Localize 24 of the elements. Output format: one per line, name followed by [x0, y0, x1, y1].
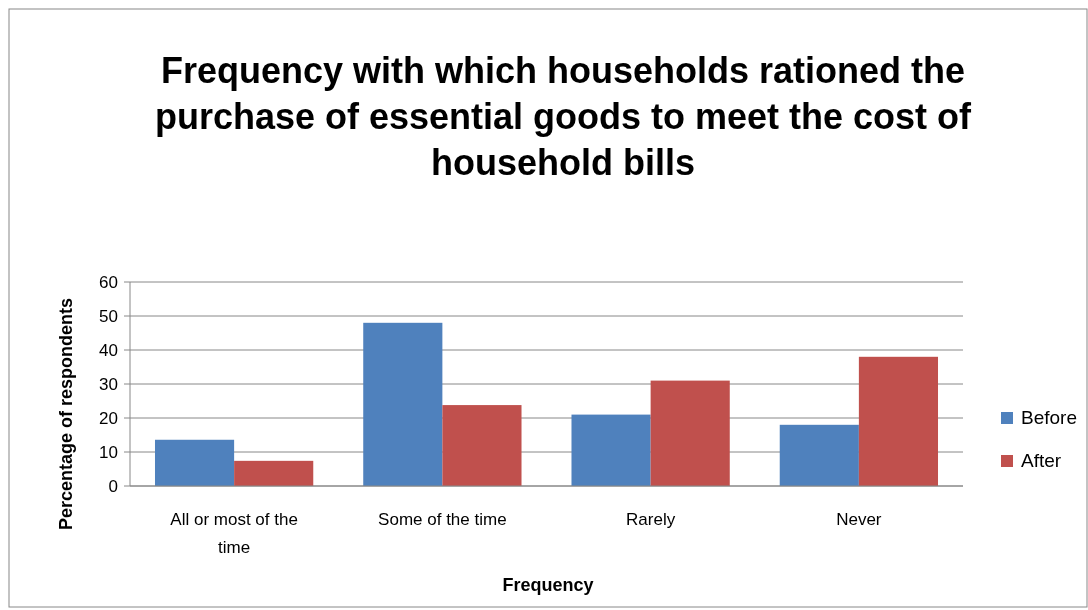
- y-tick-label: 40: [99, 341, 118, 360]
- x-tick-label: Rarely: [626, 510, 676, 529]
- y-tick-label: 60: [99, 273, 118, 292]
- y-tick-label: 30: [99, 375, 118, 394]
- y-tick-label: 50: [99, 307, 118, 326]
- x-tick-label: All or most of the time: [170, 510, 298, 557]
- bar: [363, 322, 443, 486]
- chart-title: Frequency with which households rationed the purchase of essential goods to meet the cost of household bills: [154, 50, 973, 183]
- x-axis-title: Frequency: [502, 575, 594, 595]
- bar: [779, 424, 859, 486]
- legend-label: After: [1021, 450, 1062, 471]
- x-tick-label: Some of the time: [378, 510, 507, 529]
- legend-label: Before: [1021, 407, 1077, 428]
- bar: [571, 414, 651, 486]
- y-tick-label: 20: [99, 409, 118, 428]
- bar: [650, 380, 730, 486]
- bar: [154, 439, 235, 486]
- y-tick-label: 10: [99, 443, 118, 462]
- bar: [442, 405, 522, 486]
- y-axis-title: Percentage of respondents: [56, 297, 76, 531]
- bar: [234, 460, 314, 486]
- bar: [858, 356, 939, 486]
- y-tick-label: 0: [108, 477, 118, 496]
- x-tick-label: Never: [836, 510, 882, 529]
